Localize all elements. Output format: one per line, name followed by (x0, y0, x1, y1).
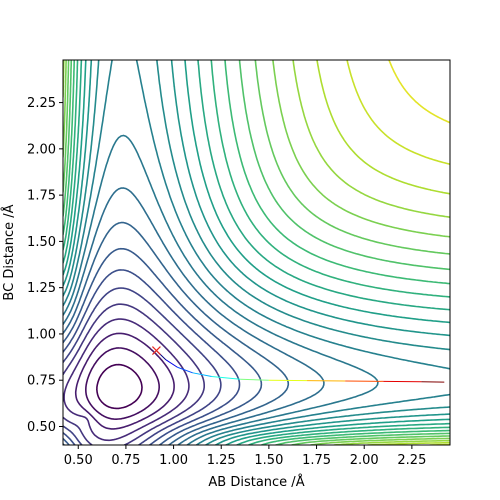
marker-stroke (151, 346, 161, 356)
x-tick-label: 2.00 (350, 453, 379, 468)
contour-level (63, 60, 450, 445)
contour-level (63, 60, 450, 445)
trajectory-segment (192, 372, 212, 378)
y-tick-label: 0.50 (27, 420, 56, 435)
y-tick-label: 1.75 (27, 189, 56, 204)
contour-level (63, 60, 450, 445)
contour-level (63, 60, 450, 445)
contour-level (63, 60, 450, 445)
contour-level (63, 134, 379, 445)
trajectory-segment (211, 376, 241, 380)
contour-level (63, 60, 450, 445)
y-tick-label: 2.25 (27, 96, 56, 111)
contour-level (63, 60, 450, 445)
x-tick-label: 1.75 (302, 453, 331, 468)
contour-level (85, 347, 160, 420)
contour-level (63, 303, 205, 445)
x-axis-ticks: 0.50 0.75 1.00 1.25 1.50 1.75 2.00 2.25 (64, 445, 426, 468)
plot-frame (62, 59, 451, 446)
contour-lines (63, 60, 450, 445)
contour-level (63, 60, 450, 445)
contour-level (63, 60, 450, 445)
x-tick-label: 0.50 (64, 453, 93, 468)
x-tick-label: 0.75 (111, 453, 140, 468)
trajectory-segment (240, 378, 269, 381)
contour-level (96, 363, 143, 410)
contour-level (74, 332, 175, 430)
y-tick-label: 0.75 (27, 374, 56, 389)
transition-state-marker (151, 346, 161, 356)
trajectory-segment (165, 359, 178, 368)
y-tick-label: 1.25 (27, 281, 56, 296)
contour-level (63, 60, 450, 445)
contour-level (63, 60, 450, 445)
contour-level (63, 287, 222, 445)
x-tick-label: 1.25 (207, 453, 236, 468)
trajectory-segment (177, 366, 193, 374)
y-axis-label: BC Distance /Å (1, 204, 17, 300)
contour-level (63, 269, 241, 445)
x-tick-label: 1.00 (159, 453, 188, 468)
x-axis-label: AB Distance /Å (208, 474, 304, 490)
contour-level (346, 60, 450, 445)
y-tick-label: 2.00 (27, 142, 56, 157)
x-tick-label: 2.25 (397, 453, 426, 468)
trajectory-line (156, 350, 445, 383)
y-tick-label: 1.00 (27, 327, 56, 342)
contour-level (388, 60, 450, 124)
contour-level (63, 247, 263, 445)
y-tick-label: 1.50 (27, 235, 56, 250)
contour-level (63, 318, 190, 442)
x-tick-label: 1.50 (254, 453, 283, 468)
y-axis-ticks: 0.50 0.75 1.00 1.25 1.50 1.75 2.00 2.25 (27, 96, 63, 435)
